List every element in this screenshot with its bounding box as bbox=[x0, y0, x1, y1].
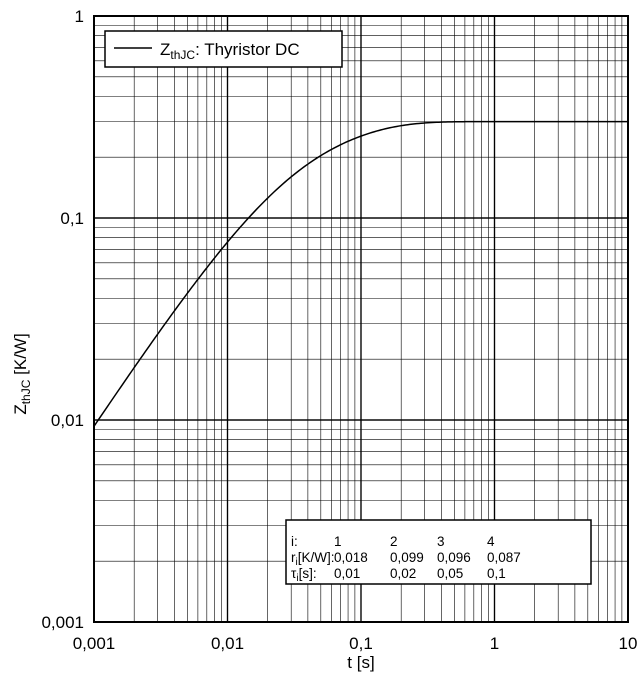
legend-entry-main: Z bbox=[160, 40, 170, 59]
y-tick-label: 0,1 bbox=[60, 209, 84, 228]
table-cell: 0,018 bbox=[334, 550, 368, 565]
legend-entry: ZthJC: Thyristor DC bbox=[160, 40, 300, 62]
table-cell: 0,1 bbox=[487, 566, 506, 581]
table-cell: 0,02 bbox=[390, 566, 416, 581]
x-axis-label: t [s] bbox=[347, 653, 374, 672]
y-axis-label-unit: [K/W] bbox=[11, 333, 30, 379]
x-tick-labels: 0,001 0,01 0,1 1 10 bbox=[73, 634, 638, 653]
y-axis-label-subscript: thJC bbox=[19, 379, 33, 404]
table-cell: 0,099 bbox=[390, 550, 424, 565]
table-cell: 4 bbox=[487, 534, 495, 549]
series-line-zthjc bbox=[93, 120, 628, 427]
x-tick-label: 10 bbox=[619, 634, 638, 653]
parameter-table-box bbox=[285, 519, 592, 585]
table-cell: 3 bbox=[437, 534, 445, 549]
table-cell: τi[s]: bbox=[291, 566, 317, 584]
legend-entry-rest: : Thyristor DC bbox=[195, 40, 300, 59]
table-cell: ri[K/W]: bbox=[291, 550, 334, 568]
table-cell: 2 bbox=[390, 534, 398, 549]
legend: ZthJC: Thyristor DC bbox=[104, 30, 343, 68]
x-tick-label: 1 bbox=[490, 634, 499, 653]
plot-frame bbox=[93, 15, 629, 623]
y-tick-label: 0,001 bbox=[41, 613, 84, 632]
y-tick-label: 0,01 bbox=[51, 411, 84, 430]
table-cell: 0,096 bbox=[437, 550, 471, 565]
table-cell: 1 bbox=[334, 534, 342, 549]
y-tick-labels: 0,001 0,01 0,1 1 bbox=[41, 7, 84, 632]
parameter-table: i: 1 2 3 4 ri[K/W]: 0,018 0,099 0,096 0,087 τi[s]:… bbox=[285, 519, 592, 585]
x-tick-label: 0,001 bbox=[73, 634, 116, 653]
table-cell: 0,05 bbox=[437, 566, 463, 581]
legend-entry-subscript: thJC bbox=[170, 48, 195, 62]
table-cell: 0,087 bbox=[487, 550, 521, 565]
y-axis-label-main: Z bbox=[11, 404, 30, 414]
legend-box bbox=[104, 30, 343, 68]
y-tick-label: 1 bbox=[75, 7, 84, 26]
table-cell: 0,01 bbox=[334, 566, 360, 581]
y-axis-label: ZthJC [K/W] bbox=[11, 333, 33, 414]
x-tick-label: 0,1 bbox=[349, 634, 373, 653]
x-tick-label: 0,01 bbox=[211, 634, 244, 653]
table-row-label: i: bbox=[291, 534, 298, 549]
